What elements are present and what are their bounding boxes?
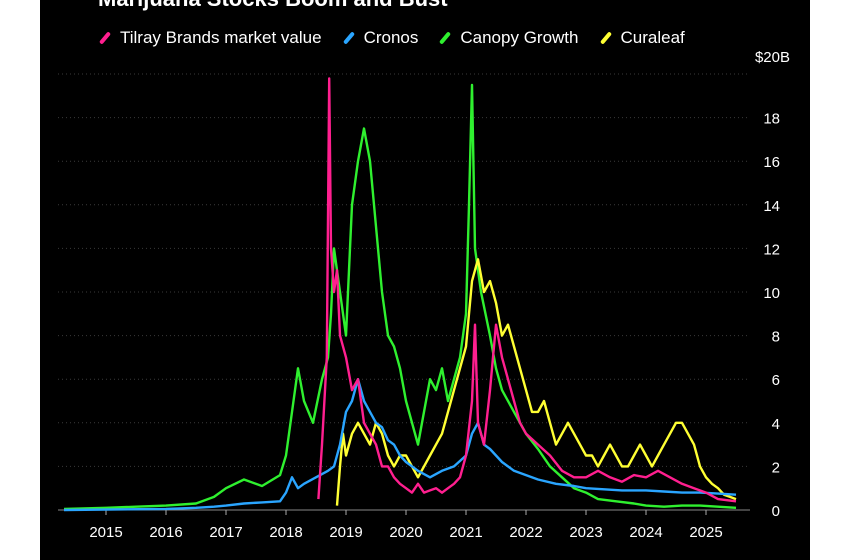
legend-label: Curaleaf — [620, 28, 685, 47]
x-tick-label: 2019 — [329, 524, 362, 541]
x-tick-label: 2016 — [149, 524, 182, 541]
x-tick-label: 2015 — [89, 524, 122, 541]
y-tick-label: 8 — [772, 329, 780, 346]
x-tick-label: 2022 — [509, 524, 542, 541]
legend-item-curaleaf: Curaleaf — [599, 28, 685, 48]
legend-item-cronos: Cronos — [342, 28, 419, 48]
x-tick-label: 2020 — [389, 524, 422, 541]
legend-label: Tilray Brands market value — [120, 28, 322, 47]
y-tick-label: 12 — [763, 241, 780, 258]
chart-title: Marijuana Stocks Boom and Bust — [98, 0, 448, 12]
series-line-tilray — [317, 77, 737, 503]
series-line-curaleaf — [335, 258, 737, 506]
plot-area: 0 2 4 6 8 10 12 14 16 18 $20B 2015 2016 2017 2018 2019 2… — [58, 49, 790, 541]
y-tick-label: 14 — [763, 198, 780, 215]
x-tick-label: 2025 — [689, 524, 722, 541]
y-tick-label: 6 — [772, 372, 780, 389]
legend-item-canopy: Canopy Growth — [438, 28, 579, 48]
x-tick-label: 2023 — [569, 524, 602, 541]
y-unit-label: $20B — [755, 49, 790, 66]
legend-label: Cronos — [363, 28, 419, 47]
y-tick-label: 0 — [772, 503, 780, 520]
legend: Tilray Brands market value Cronos Canopy G… — [98, 28, 685, 48]
legend-label: Canopy Growth — [460, 28, 579, 47]
y-tick-label: 2 — [772, 459, 780, 476]
x-tick-label: 2021 — [449, 524, 482, 541]
chart-panel: Marijuana Stocks Boom and Bust Tilray Br… — [40, 0, 810, 560]
x-tick-label: 2017 — [209, 524, 242, 541]
series-line-canopy — [63, 83, 737, 511]
y-tick-label: 4 — [772, 416, 780, 433]
y-tick-label: 10 — [763, 285, 780, 302]
y-tick-label: 16 — [763, 154, 780, 171]
series-line-cronos — [63, 378, 737, 512]
legend-item-tilray: Tilray Brands market value — [98, 28, 322, 48]
y-tick-label: 18 — [763, 111, 780, 128]
x-tick-label: 2018 — [269, 524, 302, 541]
x-tick-label: 2024 — [629, 524, 662, 541]
